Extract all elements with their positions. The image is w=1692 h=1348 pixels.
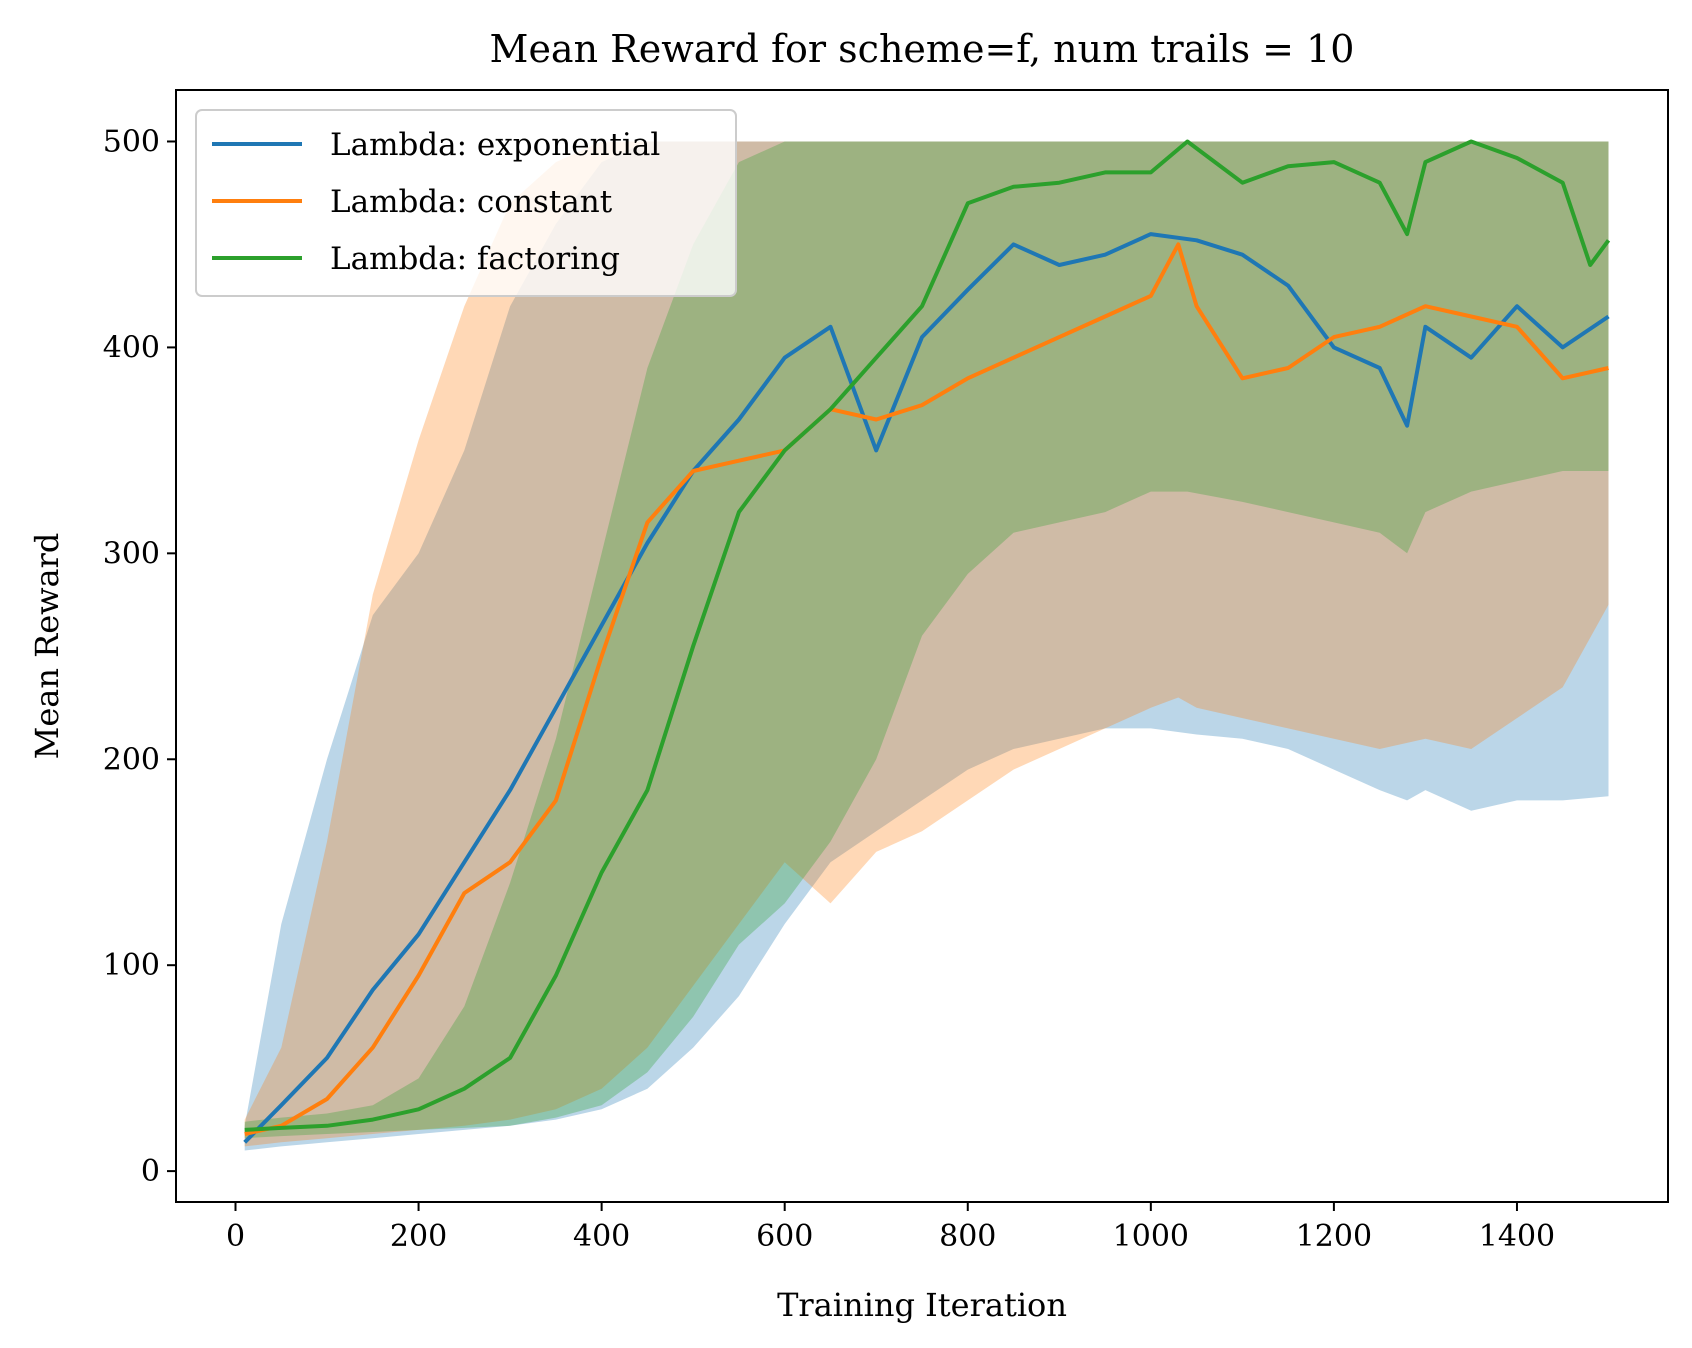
- y-tick-label: 200: [103, 742, 160, 777]
- chart-title: Mean Reward for scheme=f, num trails = 1…: [490, 27, 1355, 71]
- y-tick-label: 400: [103, 330, 160, 365]
- y-tick-label: 0: [141, 1154, 160, 1189]
- confidence-bands: [244, 141, 1609, 1151]
- band-series-2: [244, 141, 1609, 1147]
- legend-box: [195, 109, 737, 297]
- plot-area-frame: [175, 89, 1669, 1203]
- legend-label-3: Lambda: factoring: [330, 241, 620, 277]
- y-axis-ticks: 0 100 200 300 400 500: [103, 124, 176, 1189]
- line-series-3: [244, 139, 1611, 1132]
- x-tick-label: 1200: [1296, 1219, 1372, 1254]
- x-tick-label: 600: [756, 1219, 813, 1254]
- x-tick-label: 0: [226, 1219, 245, 1254]
- x-tick-label: 1000: [1113, 1219, 1189, 1254]
- y-tick-label: 100: [103, 948, 160, 983]
- line-series-1: [243, 232, 1610, 1144]
- legend: Lambda: exponential Lambda: constant Lambd…: [195, 109, 737, 297]
- series-lines: [243, 139, 1611, 1144]
- y-tick-label: 300: [103, 536, 160, 571]
- x-tick-label: 1400: [1479, 1219, 1555, 1254]
- x-tick-label: 800: [939, 1219, 996, 1254]
- x-tick-label: 400: [573, 1219, 630, 1254]
- y-tick-label: 500: [103, 124, 160, 159]
- x-tick-label: 200: [390, 1219, 447, 1254]
- band-series-3: [244, 141, 1609, 1139]
- legend-label-1: Lambda: exponential: [330, 127, 660, 163]
- x-axis-label: Training Iteration: [777, 1286, 1067, 1324]
- legend-label-2: Lambda: constant: [330, 184, 613, 220]
- band-series-1: [244, 141, 1609, 1151]
- line-series-2: [244, 242, 1609, 1136]
- x-axis-ticks: 0 200 400 600 800 1000 1200 1400: [226, 1202, 1555, 1254]
- y-axis-label: Mean Reward: [28, 533, 66, 760]
